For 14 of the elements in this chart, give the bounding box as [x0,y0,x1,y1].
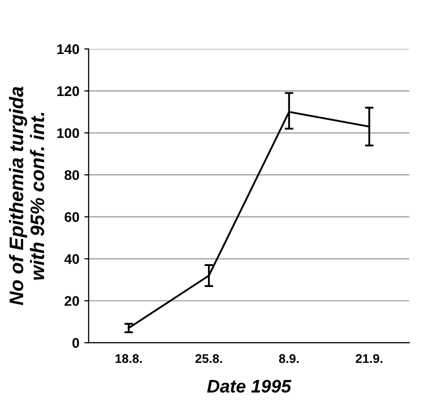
y-tick-label: 100 [57,128,80,138]
x-axis-title: Date 1995 [207,380,292,393]
y-tick-label: 40 [64,254,80,264]
y-tick-label: 140 [57,44,80,54]
y-tick-label: 120 [57,86,80,96]
y-tick-label: 0 [72,338,80,348]
y-tick-label: 60 [64,212,80,222]
x-tick-label: 8.9. [279,354,299,364]
x-tick-label: 25.8. [195,354,222,364]
y-axis-title: No of Epithemia turgida with 95% conf. int. [9,86,44,306]
y-tick-label: 80 [64,170,80,180]
y-tick-label: 20 [64,296,80,306]
x-tick-label: 18.8. [116,354,142,364]
x-tick-label: 21.9. [356,354,382,364]
